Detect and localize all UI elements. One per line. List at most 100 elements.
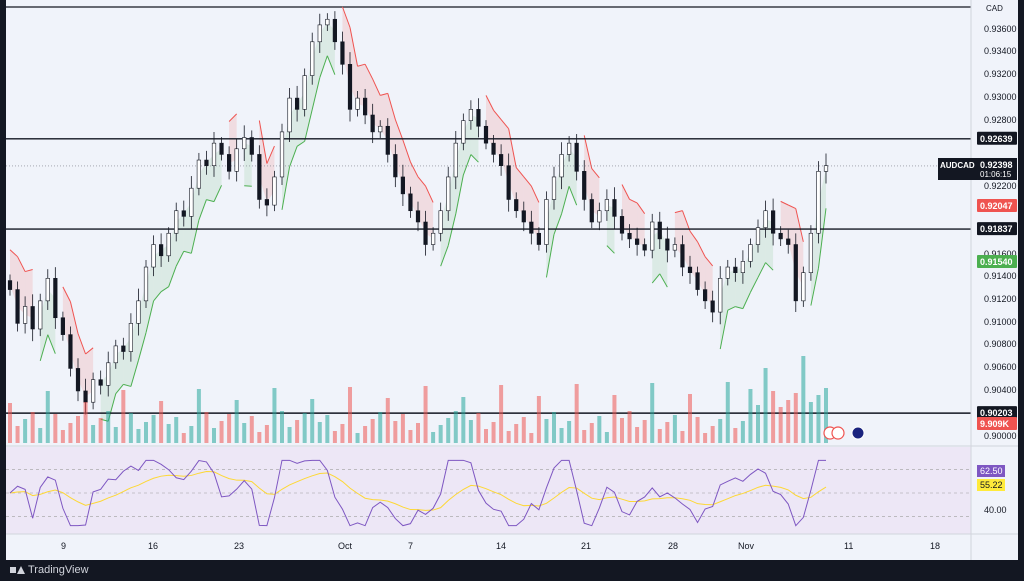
- volume-bar: [801, 356, 806, 443]
- candle-body: [166, 232, 171, 257]
- candle-body: [597, 210, 602, 223]
- supertrend-upper-label-bg: [977, 199, 1017, 212]
- volume-bar: [627, 411, 632, 443]
- volume-bar: [514, 424, 519, 443]
- candle-body: [567, 142, 572, 155]
- volume-bar: [438, 425, 443, 443]
- supertrend-lower-line: [183, 250, 192, 254]
- volume-bar: [431, 432, 436, 443]
- volume-bar: [60, 430, 65, 443]
- candle-body: [468, 109, 473, 121]
- candle-body: [823, 165, 829, 172]
- rsi-value-label: 62.50: [980, 466, 1003, 476]
- supertrend-upper-line: [387, 93, 396, 120]
- candle-body: [159, 244, 164, 257]
- supertrend-upper-line: [62, 286, 71, 302]
- supertrend-lower-line: [281, 166, 291, 210]
- supertrend-lower-line: [470, 154, 479, 163]
- supertrend-lower-line: [206, 199, 215, 203]
- candle-body: [793, 244, 798, 302]
- candle-body: [687, 266, 693, 273]
- volume-bar: [620, 418, 624, 443]
- chart-plot[interactable]: 0.93600 0.93400 0.93200 0.93000 0.92800 0.922…: [6, 0, 1018, 560]
- candle-body: [400, 176, 405, 195]
- supertrend-upper-line: [349, 27, 359, 67]
- tradingview-logo[interactable]: TradingView: [10, 564, 89, 576]
- y-tick-label: 0.92200: [984, 181, 1017, 191]
- candle-body: [385, 125, 390, 155]
- current-price-label: 0.92398: [980, 160, 1013, 170]
- price-pane: [6, 0, 971, 446]
- volume-bar: [582, 430, 587, 443]
- trend-fill: [448, 160, 456, 246]
- y-tick-label: 0.90800: [984, 339, 1017, 349]
- trend-fill: [304, 58, 313, 142]
- candle-body: [264, 199, 269, 206]
- supertrend-lower-line: [168, 265, 177, 287]
- supertrend-lower-line: [137, 332, 147, 361]
- price-chart[interactable]: 0.93600 0.93400 0.93200 0.93000 0.92800 0.922…: [6, 0, 1018, 560]
- volume-bar: [189, 426, 194, 443]
- candle-body: [483, 125, 489, 144]
- volume-bar: [680, 431, 685, 443]
- candle-body: [703, 289, 708, 302]
- volume-bar: [91, 425, 96, 443]
- volume-bar: [612, 395, 617, 443]
- brand-label: TradingView: [28, 564, 89, 576]
- volume-bar: [287, 427, 292, 443]
- volume-bar: [144, 422, 148, 443]
- y-tick-label: 0.93600: [984, 24, 1017, 34]
- candle-body: [415, 210, 421, 223]
- candle-body: [763, 210, 768, 228]
- supertrend-upper-line: [17, 256, 26, 272]
- tradingview-icon: [10, 565, 25, 575]
- candle-body: [476, 109, 481, 127]
- x-tick-label: 21: [581, 541, 591, 551]
- candle-body: [755, 227, 761, 245]
- supertrend-lower-line: [311, 77, 321, 110]
- volume-bar: [98, 418, 103, 443]
- candle-body: [295, 97, 300, 110]
- trend-fill: [629, 199, 638, 242]
- volume-bar: [400, 414, 405, 443]
- supertrend-lower-line: [198, 199, 207, 221]
- candle-body: [204, 159, 209, 166]
- volume-bar: [642, 420, 647, 443]
- y-tick-label: 0.91400: [984, 271, 1017, 281]
- supertrend-lower-line: [319, 55, 328, 78]
- volume-bar: [778, 407, 783, 443]
- volume-bar: [499, 385, 504, 443]
- volume-bar: [280, 411, 284, 443]
- supertrend-upper-line: [266, 145, 275, 164]
- candle-body: [536, 232, 541, 245]
- supertrend-lower-line: [289, 146, 298, 167]
- y-tick-label: 0.91600: [984, 249, 1017, 259]
- candle-body: [15, 289, 20, 324]
- rsi-ma-label: 55.22: [980, 480, 1003, 490]
- trend-fill: [25, 269, 33, 318]
- candle-body: [506, 165, 511, 200]
- volume-bar: [151, 415, 156, 443]
- candle-body: [219, 142, 224, 155]
- candle-body: [529, 221, 534, 234]
- candle-body: [121, 345, 126, 352]
- candle-body: [189, 187, 194, 217]
- trend-fill: [357, 64, 366, 107]
- trend-fill: [584, 135, 592, 211]
- volume-bar: [234, 400, 239, 443]
- volume-bar: [408, 430, 413, 443]
- supertrend-lower-line: [296, 140, 305, 147]
- current-price-bg: [977, 158, 1017, 180]
- candle-body: [771, 210, 776, 234]
- volume-bar: [38, 428, 43, 443]
- candle-body: [423, 221, 428, 245]
- level-label-mid: 0.91837: [980, 224, 1013, 234]
- volume-bar: [416, 423, 420, 443]
- candle-body: [680, 244, 685, 268]
- candle-body: [136, 300, 141, 324]
- volume-bar: [657, 429, 662, 443]
- supertrend-upper-line: [364, 63, 374, 80]
- candle-body: [710, 300, 715, 313]
- volume-bar: [506, 431, 511, 443]
- supertrend-upper-line: [621, 184, 631, 200]
